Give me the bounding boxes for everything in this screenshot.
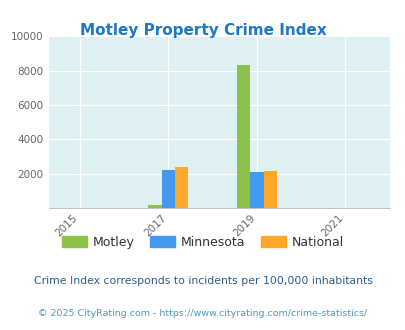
Bar <box>237 65 249 208</box>
Legend: Motley, Minnesota, National: Motley, Minnesota, National <box>57 231 348 254</box>
Bar <box>263 171 276 208</box>
Bar <box>161 170 175 208</box>
Text: © 2025 CityRating.com - https://www.cityrating.com/crime-statistics/: © 2025 CityRating.com - https://www.city… <box>38 309 367 318</box>
Text: Motley Property Crime Index: Motley Property Crime Index <box>79 23 326 38</box>
Bar <box>249 172 263 208</box>
Bar <box>175 167 188 208</box>
Text: Crime Index corresponds to incidents per 100,000 inhabitants: Crime Index corresponds to incidents per… <box>34 276 371 285</box>
Bar <box>148 205 161 208</box>
